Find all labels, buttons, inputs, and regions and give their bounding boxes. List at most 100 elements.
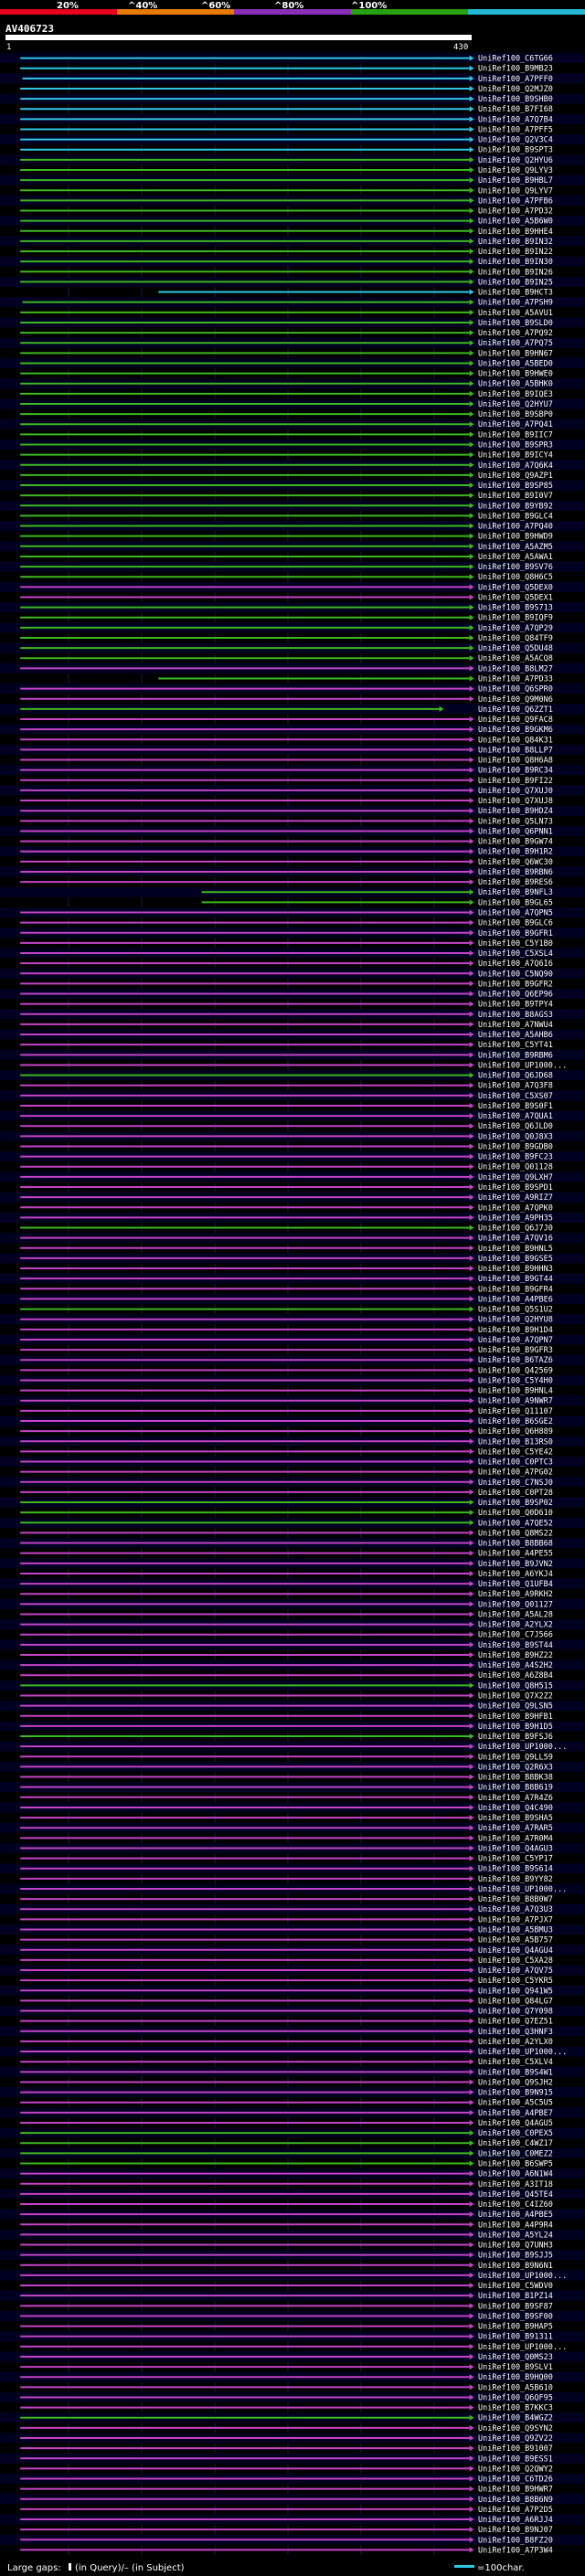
hit-row[interactable]: UniRef100_B91007	[20, 2444, 553, 2454]
hit-label[interactable]: UniRef100_Q5DU48	[478, 644, 553, 653]
hit-row[interactable]: UniRef100_B9H1D5	[0, 1721, 585, 1732]
hit-label[interactable]: UniRef100_A4PE55	[478, 1550, 553, 1559]
hit-row[interactable]: UniRef100_C7NSJ0	[0, 1477, 585, 1488]
hit-row[interactable]: UniRef100_A4P9R4	[20, 2221, 553, 2230]
hit-row[interactable]: UniRef100_Q2HYU8	[0, 1314, 585, 1325]
hit-label[interactable]: UniRef100_A7NWU4	[478, 1021, 553, 1030]
hit-row[interactable]: UniRef100_B9NFL3	[0, 886, 585, 898]
hit-label[interactable]: UniRef100_C5YE42	[478, 1447, 553, 1457]
hit-row[interactable]: UniRef100_B8LLP7	[0, 744, 585, 756]
hit-row[interactable]: UniRef100_B9SBP0	[20, 410, 553, 419]
hit-row[interactable]: UniRef100_B9HHE4	[20, 228, 553, 237]
hit-row[interactable]: UniRef100_A7PQ92	[20, 329, 553, 338]
hit-label[interactable]: UniRef100_A7PJX7	[478, 1915, 553, 1924]
hit-label[interactable]: UniRef100_Q6JD68	[478, 1072, 553, 1081]
hit-row[interactable]: UniRef100_A7QV16	[0, 1233, 585, 1244]
hit-label[interactable]: UniRef100_A5B757	[478, 1936, 553, 1945]
hit-row[interactable]: UniRef100_A7Q6K4	[0, 460, 585, 471]
hit-label[interactable]: UniRef100_A7QUA1	[478, 1112, 553, 1121]
hit-row[interactable]: UniRef100_Q0D610	[20, 1509, 553, 1518]
hit-label[interactable]: UniRef100_B9H1D5	[478, 1723, 553, 1732]
hit-label[interactable]: UniRef100_C6TD26	[478, 2475, 553, 2485]
hit-row[interactable]: UniRef100_C0PTC3	[0, 1456, 585, 1468]
hit-label[interactable]: UniRef100_C7NSJ0	[478, 1479, 553, 1488]
hit-row[interactable]: UniRef100_Q5DEX1	[20, 593, 553, 602]
hit-label[interactable]: UniRef100_Q9M0N6	[478, 695, 553, 705]
hit-row[interactable]: UniRef100_A5B6W0	[0, 216, 585, 227]
hit-label[interactable]: UniRef100_B9GFR3	[478, 1346, 553, 1355]
hit-label[interactable]: UniRef100_B9GT44	[478, 1275, 553, 1284]
hit-row[interactable]: UniRef100_B9HHN3	[20, 1265, 553, 1274]
hit-label[interactable]: UniRef100_B9HQ00	[478, 2373, 553, 2382]
hit-row[interactable]: UniRef100_B9FSJ6	[20, 1733, 553, 1742]
hit-label[interactable]: UniRef100_B91007	[478, 2444, 553, 2454]
hit-label[interactable]: UniRef100_B91311	[478, 2333, 553, 2342]
hit-label[interactable]: UniRef100_B9S614	[478, 1865, 553, 1874]
hit-label[interactable]: UniRef100_B9SLD0	[478, 319, 553, 328]
hit-row[interactable]: UniRef100_A5B757	[20, 1936, 553, 1945]
hit-label[interactable]: UniRef100_B9SPD1	[478, 1183, 553, 1193]
hit-label[interactable]: UniRef100_B9GSE5	[478, 1255, 553, 1264]
hit-row[interactable]: UniRef100_A7QPK0	[20, 1203, 553, 1213]
hit-label[interactable]: UniRef100_Q7EZ51	[478, 2018, 553, 2027]
hit-label[interactable]: UniRef100_B9SV76	[478, 563, 553, 572]
hit-label[interactable]: UniRef100_B9IQF9	[478, 614, 553, 623]
hit-row[interactable]: UniRef100_B1PZ14	[0, 2290, 585, 2302]
hit-label[interactable]: UniRef100_B9HCT3	[478, 289, 553, 298]
hit-label[interactable]: UniRef100_A4PBE6	[478, 1295, 553, 1304]
hit-label[interactable]: UniRef100_Q9LSN5	[478, 1702, 553, 1712]
hit-row[interactable]: UniRef100_Q4AGU4	[0, 1945, 585, 1956]
hit-row[interactable]: UniRef100_B8BB68	[0, 1537, 585, 1549]
hit-label[interactable]: UniRef100_C5YP17	[478, 1855, 553, 1864]
hit-row[interactable]: UniRef100_A4PBE7	[0, 2107, 585, 2118]
hit-label[interactable]: UniRef100_B9RC34	[478, 767, 553, 776]
hit-label[interactable]: UniRef100_A7PSH9	[478, 299, 553, 308]
hit-label[interactable]: UniRef100_C0MEZ2	[478, 2149, 553, 2158]
hit-label[interactable]: UniRef100_Q2R6X3	[478, 1763, 553, 1772]
hit-row[interactable]: UniRef100_A3IT18	[20, 2180, 553, 2189]
hit-row[interactable]: UniRef100_B9SPD1	[20, 1183, 553, 1193]
hit-row[interactable]: UniRef100_A7PFF5	[20, 125, 553, 134]
hit-row[interactable]: UniRef100_A5BMU3	[0, 1924, 585, 1935]
hit-label[interactable]: UniRef100_A7P2D5	[478, 2506, 553, 2515]
hit-row[interactable]: UniRef100_A7PD33	[158, 675, 553, 684]
hit-label[interactable]: UniRef100_A4P9R4	[478, 2221, 553, 2230]
hit-row[interactable]: UniRef100_B9GL65	[201, 898, 553, 907]
hit-row[interactable]: UniRef100_Q5LN73	[20, 817, 553, 826]
hit-row[interactable]: UniRef100_UP1000...	[20, 2343, 567, 2352]
hit-row[interactable]: UniRef100_B8AGS3	[0, 1009, 585, 1020]
hit-row[interactable]: UniRef100_Q01127	[0, 1598, 585, 1610]
hit-label[interactable]: UniRef100_A5AL28	[478, 1610, 553, 1619]
hit-label[interactable]: UniRef100_Q3HNF3	[478, 2028, 553, 2037]
hit-row[interactable]: UniRef100_A5B610	[20, 2383, 553, 2392]
hit-label[interactable]: UniRef100_B9GFR1	[478, 929, 553, 938]
hit-row[interactable]: UniRef100_B9GW74	[20, 838, 553, 847]
hit-row[interactable]: UniRef100_Q7X2Z2	[20, 1692, 553, 1701]
hit-label[interactable]: UniRef100_B9IN32	[478, 238, 553, 247]
hit-row[interactable]: UniRef100_B9ESS1	[0, 2453, 585, 2465]
hit-row[interactable]: UniRef100_B9TPY4	[20, 1001, 553, 1010]
hit-label[interactable]: UniRef100_B9ST44	[478, 1641, 553, 1650]
hit-row[interactable]: UniRef100_B8B0W7	[20, 1895, 553, 1904]
hit-label[interactable]: UniRef100_A7PFB6	[478, 196, 553, 206]
hit-label[interactable]: UniRef100_Q8H515	[478, 1681, 553, 1691]
hit-row[interactable]: UniRef100_Q84LG7	[20, 1997, 553, 2006]
hit-row[interactable]: UniRef100_B9HN67	[20, 349, 553, 358]
hit-row[interactable]: UniRef100_Q6SPR0	[0, 684, 585, 694]
hit-label[interactable]: UniRef100_C0PTC3	[478, 1458, 553, 1468]
hit-row[interactable]: UniRef100_B9I0V7	[20, 492, 553, 501]
hit-row[interactable]: UniRef100_A6N1W4	[0, 2168, 585, 2179]
hit-row[interactable]: UniRef100_A2YLX0	[20, 2038, 553, 2047]
hit-label[interactable]: UniRef100_A7P3W4	[478, 2546, 553, 2555]
hit-label[interactable]: UniRef100_A7QPN5	[478, 908, 553, 917]
hit-label[interactable]: UniRef100_Q2MJZ0	[478, 85, 553, 94]
hit-label[interactable]: UniRef100_B9SF00	[478, 2312, 553, 2321]
hit-row[interactable]: UniRef100_Q6JD68	[0, 1070, 585, 1081]
hit-label[interactable]: UniRef100_A7RAR5	[478, 1824, 553, 1833]
hit-row[interactable]: UniRef100_B7KKC3	[20, 2404, 553, 2413]
hit-row[interactable]: UniRef100_C5Y1B0	[20, 939, 553, 949]
hit-label[interactable]: UniRef100_B9SPR3	[478, 441, 553, 451]
hit-row[interactable]: UniRef100_A7R0M4	[20, 1834, 553, 1843]
hit-label[interactable]: UniRef100_A7Q7B4	[478, 115, 553, 124]
hit-label[interactable]: UniRef100_B9TPY4	[478, 1001, 553, 1010]
